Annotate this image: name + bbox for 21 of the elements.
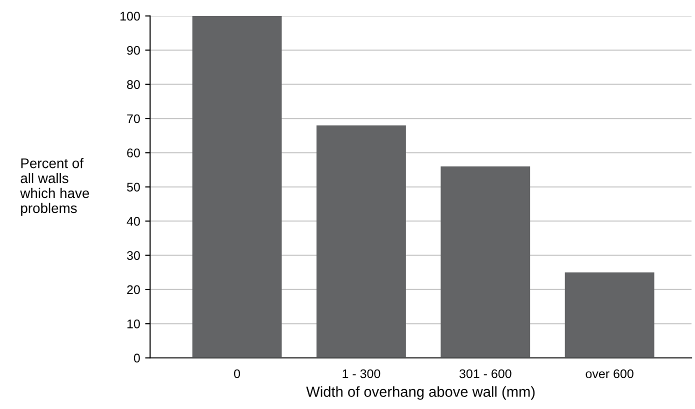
y-tick-label: 20 bbox=[127, 285, 140, 294]
y-tick-label: 50 bbox=[126, 182, 140, 192]
bar bbox=[564, 272, 654, 358]
y-tick-label: 90 bbox=[127, 46, 140, 55]
y-tick-label: 40 bbox=[126, 216, 140, 226]
y-axis-title: Percent of all walls which have problems bbox=[20, 158, 90, 216]
y-tick-label: 0 bbox=[134, 354, 140, 363]
bar bbox=[316, 125, 406, 358]
y-tick-label: 80 bbox=[127, 80, 140, 89]
y-tick-label: 10 bbox=[127, 319, 140, 328]
y-tick-label: 70 bbox=[127, 114, 140, 124]
y-tick-label: 60 bbox=[127, 148, 140, 158]
y-tick-label: 30 bbox=[126, 251, 140, 260]
x-tick-label: 301 - 600 bbox=[459, 369, 512, 378]
bar bbox=[192, 16, 282, 358]
bar bbox=[440, 166, 530, 358]
x-axis-title: Width of overhang above wall (mm) bbox=[306, 386, 535, 400]
x-tick-label: 1 - 300 bbox=[342, 369, 380, 378]
x-tick-label: over 600 bbox=[586, 369, 634, 378]
x-tick-label: 0 bbox=[234, 369, 240, 378]
y-tick-label: 100 bbox=[120, 12, 140, 21]
